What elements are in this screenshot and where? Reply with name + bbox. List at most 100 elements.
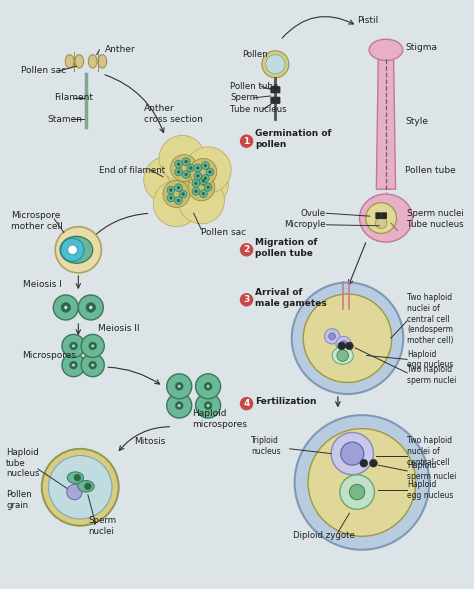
Circle shape (346, 342, 353, 350)
Circle shape (89, 342, 97, 350)
Text: Sperm nuclei: Sperm nuclei (407, 209, 464, 218)
Circle shape (192, 180, 200, 187)
Circle shape (200, 190, 207, 197)
Circle shape (206, 385, 210, 388)
Circle shape (167, 374, 192, 399)
Text: Meiosis II: Meiosis II (98, 324, 139, 333)
Text: Mitosis: Mitosis (134, 436, 165, 446)
Circle shape (187, 164, 195, 172)
Text: Style: Style (405, 117, 428, 127)
Text: Sperm: Sperm (230, 94, 258, 102)
Text: Arrival of
male gametes: Arrival of male gametes (255, 288, 327, 307)
Text: Triploid
nucleus: Triploid nucleus (251, 436, 281, 456)
Circle shape (170, 188, 173, 191)
Ellipse shape (75, 55, 83, 68)
Circle shape (196, 374, 220, 399)
Circle shape (324, 329, 340, 344)
Circle shape (349, 484, 365, 499)
Circle shape (337, 350, 348, 361)
Text: Anther: Anther (105, 45, 136, 54)
Circle shape (62, 353, 85, 377)
Circle shape (370, 459, 377, 467)
Circle shape (204, 164, 207, 167)
Circle shape (341, 442, 364, 465)
Circle shape (91, 363, 94, 367)
Circle shape (72, 344, 75, 348)
Circle shape (340, 340, 347, 348)
Text: Fertilization: Fertilization (255, 397, 317, 406)
Circle shape (53, 295, 78, 320)
Circle shape (204, 177, 207, 180)
Text: Migration of
pollen tube: Migration of pollen tube (255, 238, 318, 258)
Circle shape (70, 342, 77, 350)
Circle shape (167, 194, 175, 202)
Circle shape (194, 182, 197, 185)
Text: Pollen sac: Pollen sac (201, 228, 246, 237)
Text: Two haploid
nuclei of
central cell
(endosperm
mother cell): Two haploid nuclei of central cell (endo… (407, 293, 454, 345)
Circle shape (308, 429, 416, 537)
Text: Stamen: Stamen (47, 114, 82, 124)
FancyBboxPatch shape (271, 87, 280, 92)
Circle shape (91, 344, 94, 348)
Circle shape (240, 134, 253, 148)
Circle shape (84, 483, 91, 489)
Circle shape (61, 239, 84, 262)
Circle shape (68, 245, 77, 254)
Ellipse shape (369, 39, 403, 61)
Text: 4: 4 (243, 399, 250, 408)
Ellipse shape (60, 236, 93, 263)
Circle shape (292, 283, 403, 394)
Circle shape (185, 160, 188, 163)
Circle shape (74, 474, 81, 481)
Text: Pollen
grain: Pollen grain (6, 490, 32, 509)
Circle shape (192, 187, 200, 195)
Circle shape (201, 161, 209, 170)
Circle shape (207, 186, 210, 188)
Circle shape (340, 475, 374, 509)
Circle shape (170, 197, 173, 200)
Circle shape (266, 55, 285, 74)
Ellipse shape (332, 347, 353, 364)
Circle shape (196, 174, 199, 177)
Circle shape (89, 361, 97, 369)
Circle shape (182, 193, 184, 196)
Text: Microspores: Microspores (23, 351, 76, 360)
Circle shape (375, 217, 387, 229)
Circle shape (174, 184, 182, 191)
Circle shape (167, 393, 192, 418)
Circle shape (166, 145, 212, 191)
Text: Tube nucleus: Tube nucleus (230, 105, 287, 114)
FancyBboxPatch shape (271, 97, 280, 103)
Polygon shape (376, 59, 396, 189)
Circle shape (175, 402, 183, 409)
Text: Meiosis I: Meiosis I (23, 280, 62, 289)
Circle shape (336, 336, 351, 352)
Circle shape (78, 295, 103, 320)
Text: Sperm
nuclei: Sperm nuclei (88, 516, 116, 535)
Circle shape (240, 243, 253, 257)
Circle shape (178, 385, 181, 388)
Circle shape (366, 203, 397, 233)
Text: Pollen tube: Pollen tube (405, 166, 456, 174)
FancyBboxPatch shape (382, 213, 386, 219)
Circle shape (182, 161, 228, 207)
Circle shape (175, 168, 182, 176)
Circle shape (200, 177, 207, 185)
Circle shape (61, 303, 71, 312)
Circle shape (188, 174, 215, 201)
Circle shape (161, 166, 207, 212)
Circle shape (206, 404, 210, 407)
Circle shape (86, 303, 96, 312)
Circle shape (202, 192, 205, 195)
Circle shape (159, 135, 205, 181)
Text: Two haploid
sperm nuclei: Two haploid sperm nuclei (407, 365, 456, 385)
Text: Haploid
egg nucleus: Haploid egg nucleus (407, 480, 454, 500)
Text: Haploid
tube
nucleus: Haploid tube nucleus (6, 448, 40, 478)
Circle shape (201, 174, 209, 182)
Text: End of filament: End of filament (100, 166, 165, 174)
Circle shape (209, 170, 211, 173)
Circle shape (163, 181, 190, 207)
Circle shape (190, 158, 217, 186)
Circle shape (81, 353, 104, 377)
Circle shape (72, 363, 75, 367)
